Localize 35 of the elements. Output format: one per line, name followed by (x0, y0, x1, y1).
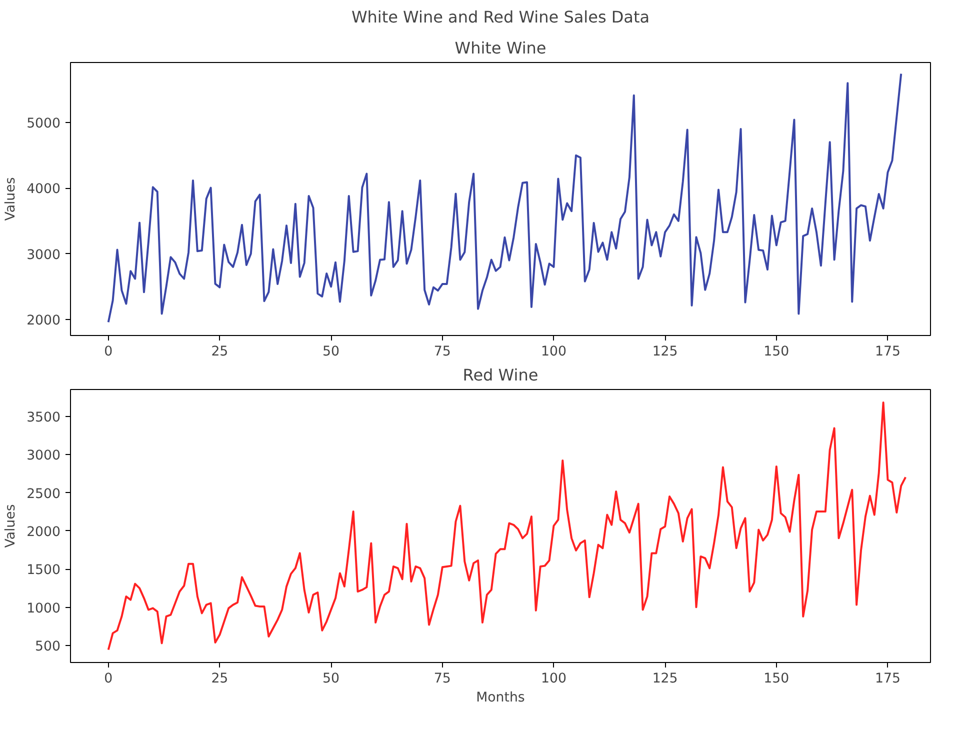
x-tick-label: 125 (652, 672, 678, 686)
y-axis-title: Values (4, 504, 19, 548)
x-tick-label: 175 (875, 672, 900, 686)
y-tick-label: 1000 (26, 601, 61, 616)
y-tick-label: 2500 (26, 486, 61, 502)
x-tick-label: 75 (434, 344, 451, 360)
chart-title: Red Wine (462, 366, 538, 384)
x-tick-label: 0 (104, 344, 113, 360)
x-tick-label: 125 (652, 344, 678, 360)
y-tick-label: 3500 (26, 410, 61, 426)
line-series (107, 402, 907, 651)
x-tick-label: 175 (875, 344, 900, 360)
x-tick-label: 150 (764, 672, 790, 686)
y-tick-label: 3000 (26, 248, 61, 263)
line-series (107, 72, 902, 324)
y-axis-title: Values (4, 177, 19, 221)
chart-title: White Wine and Red Wine Sales Data (351, 8, 650, 26)
x-tick-label: 25 (211, 344, 228, 360)
chart-subtitle: White Wine (454, 38, 546, 58)
y-tick-label: 500 (35, 639, 61, 654)
x-tick-label: 50 (322, 672, 340, 686)
x-tick-label: 50 (322, 344, 340, 360)
y-tick-label: 3000 (26, 448, 61, 464)
y-tick-label: 4000 (26, 182, 61, 198)
y-tick-label: 2000 (26, 313, 61, 328)
x-tick-label: 0 (104, 672, 113, 686)
x-tick-label: 75 (434, 672, 451, 686)
x-tick-label: 25 (211, 672, 228, 686)
x-tick-label: 150 (764, 344, 790, 360)
y-tick-label: 5000 (26, 116, 61, 132)
y-tick-label: 1500 (26, 563, 61, 578)
y-tick-label: 2000 (26, 525, 61, 540)
x-tick-label: 100 (541, 344, 566, 360)
x-axis-title: Months (476, 690, 525, 706)
x-tick-label: 100 (541, 672, 566, 686)
